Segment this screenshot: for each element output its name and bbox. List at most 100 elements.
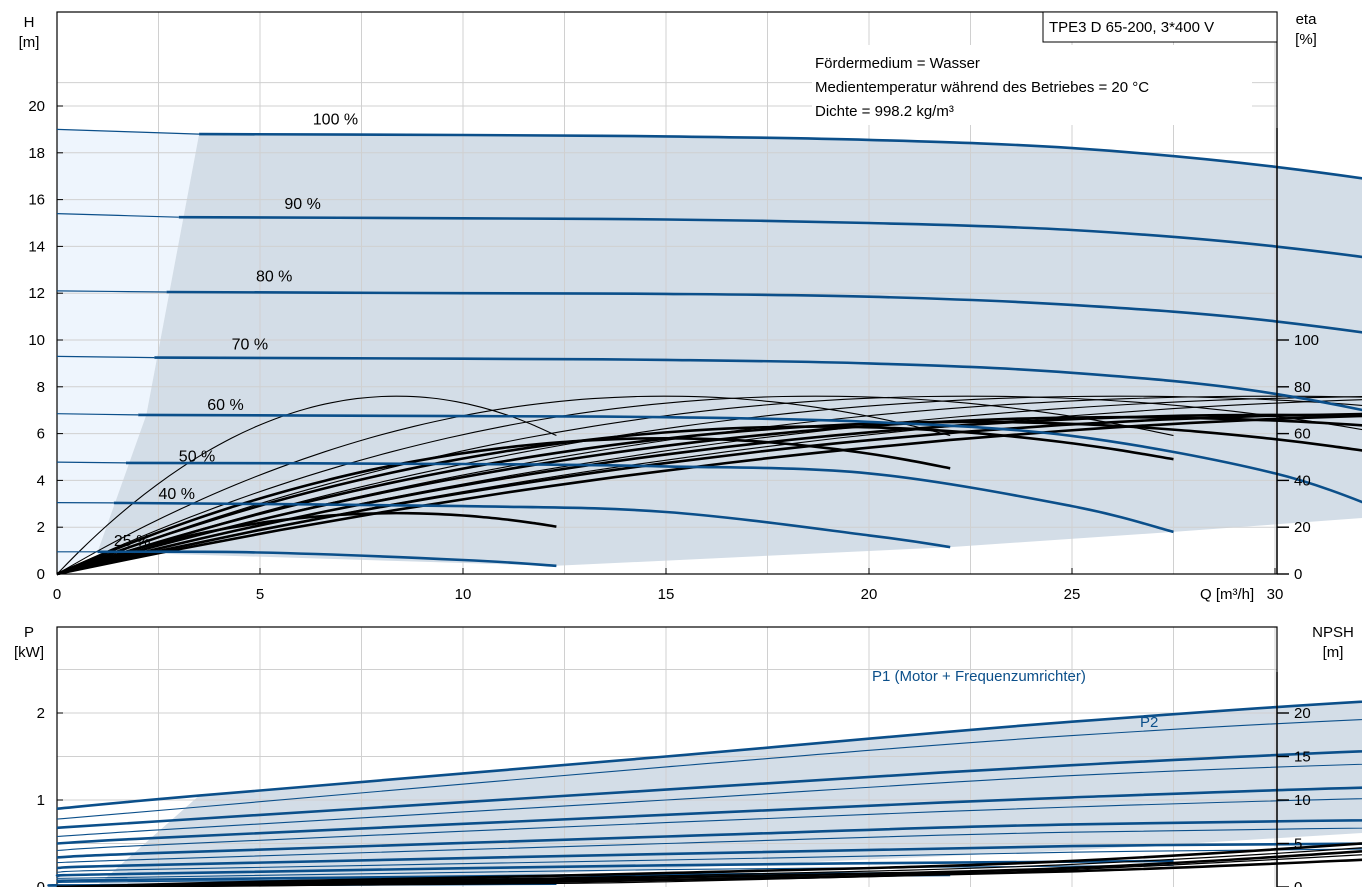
head-curve xyxy=(138,413,1362,504)
x-tick-label: 0 xyxy=(53,586,61,603)
head-curve xyxy=(113,501,951,549)
power-curve xyxy=(56,786,1362,845)
head-curve-extension xyxy=(56,461,127,464)
npsh-tick-label: 0 xyxy=(1294,879,1302,887)
power-chart-axes: 01205101520 xyxy=(37,672,1311,887)
speed-label: 60 % xyxy=(207,397,243,414)
head-curve-extension xyxy=(56,413,139,416)
head-curves xyxy=(56,128,1362,568)
y-tick-label: 14 xyxy=(28,238,45,255)
npsh-label: NPSH xyxy=(1312,624,1354,641)
head-curve xyxy=(154,356,1362,412)
p-tick-label: 1 xyxy=(37,792,45,809)
eta-tick-label: 40 xyxy=(1294,472,1311,489)
y-tick-label: 8 xyxy=(37,379,45,396)
p-tick-label: 2 xyxy=(37,705,45,722)
info-box xyxy=(812,45,1252,125)
eta-tick-label: 80 xyxy=(1294,379,1311,396)
efficiency-curve xyxy=(56,511,557,576)
speed-label: 40 % xyxy=(159,486,195,503)
power-curve xyxy=(56,763,1362,838)
power-range xyxy=(97,701,1362,886)
speed-labels: 100 % 90 % 80 % 70 % 60 % 50 % 40 % 25 % xyxy=(114,112,358,550)
model-label: TPE3 D 65-200, 3*400 V xyxy=(1049,19,1214,36)
speed-label: 25 % xyxy=(114,533,150,550)
p2-curve-label: P2 xyxy=(1140,714,1158,731)
y-tick-label: 16 xyxy=(28,192,45,209)
npsh-tick-label: 5 xyxy=(1294,836,1302,853)
head-chart-axes: 0510152025303540455055024681012141618200… xyxy=(28,98,1319,603)
info-line-medium: Fördermedium = Wasser xyxy=(815,55,980,72)
speed-label: 70 % xyxy=(232,336,268,353)
efficiency-curve xyxy=(56,415,1362,576)
efficiency-curve xyxy=(56,395,951,575)
npsh-tick-label: 20 xyxy=(1294,705,1311,722)
efficiency-curve xyxy=(56,395,1174,575)
info-line-temperature: Medientemperatur während des Betriebes =… xyxy=(815,79,1149,96)
npsh-curve xyxy=(56,842,1362,887)
eta-tick-label: 0 xyxy=(1294,566,1302,583)
x-tick-label: 5 xyxy=(256,586,264,603)
npsh-unit: [m] xyxy=(1323,644,1344,661)
head-curve-extension xyxy=(56,128,200,135)
x-tick-label: 30 xyxy=(1267,586,1284,603)
efficiency-curve xyxy=(56,436,951,576)
p-label: P xyxy=(24,624,34,641)
power-curve xyxy=(56,848,1362,873)
efficiency-curve xyxy=(56,395,557,575)
y-tick-label: 0 xyxy=(37,566,45,583)
operating-range xyxy=(97,134,1362,566)
head-curve xyxy=(97,550,557,568)
speed-label: 50 % xyxy=(179,449,215,466)
head-curve xyxy=(199,132,1362,180)
x-tick-label: 10 xyxy=(455,586,472,603)
power-curve xyxy=(55,859,1174,877)
head-curve-extension xyxy=(56,290,167,293)
p-unit: [kW] xyxy=(14,644,44,661)
eta-tick-label: 20 xyxy=(1294,519,1311,536)
info-line-density: Dichte = 998.2 kg/m³ xyxy=(815,103,954,120)
y-right-label: eta xyxy=(1296,11,1318,28)
y-left-unit: [m] xyxy=(19,34,40,51)
power-curve xyxy=(56,842,1362,870)
y-tick-label: 6 xyxy=(37,426,45,443)
y-tick-label: 18 xyxy=(28,145,45,162)
p-tick-label: 0 xyxy=(37,879,45,887)
head-chart: 100 % 90 % 80 % 70 % 60 % 50 % 40 % 25 % 0 5 10 15… xyxy=(19,11,1362,603)
power-curve xyxy=(56,700,1362,810)
legend-box xyxy=(1042,11,1278,43)
head-curve xyxy=(178,215,1362,259)
power-curve xyxy=(56,818,1362,859)
y-tick-label: 12 xyxy=(28,285,45,302)
x-axis-label: Q [m³/h] xyxy=(1200,586,1254,603)
x-tick-label: 25 xyxy=(1064,586,1081,603)
y-tick-label: 2 xyxy=(37,519,45,536)
efficiency-curve xyxy=(56,420,1362,576)
power-curve xyxy=(56,798,1362,852)
y-tick-label: 20 xyxy=(28,98,45,115)
y-right-unit: [%] xyxy=(1295,31,1317,48)
npsh-tick-label: 10 xyxy=(1294,792,1311,809)
speed-label: 100 % xyxy=(313,112,358,129)
speed-label: 90 % xyxy=(284,196,320,213)
npsh-tick-label: 15 xyxy=(1294,749,1311,766)
efficiency-curve xyxy=(56,395,1362,575)
head-curve-extension xyxy=(56,355,155,359)
npsh-curve xyxy=(56,850,1362,887)
speed-label: 80 % xyxy=(256,269,292,286)
power-range-fill xyxy=(97,701,1362,886)
y-left-label: H xyxy=(24,14,35,31)
power-curve xyxy=(56,827,1362,864)
power-curve xyxy=(56,749,1362,830)
eta-tick-label: 60 xyxy=(1294,426,1311,443)
power-curve xyxy=(56,864,1174,879)
y-tick-label: 4 xyxy=(37,472,45,489)
x-tick-label: 20 xyxy=(861,586,878,603)
npsh-curve xyxy=(56,867,1174,887)
npsh-curves xyxy=(56,842,1362,887)
power-curve xyxy=(56,718,1362,820)
y-tick-label: 10 xyxy=(28,332,45,349)
head-curve-extension xyxy=(56,213,179,218)
x-tick-label: 15 xyxy=(658,586,675,603)
